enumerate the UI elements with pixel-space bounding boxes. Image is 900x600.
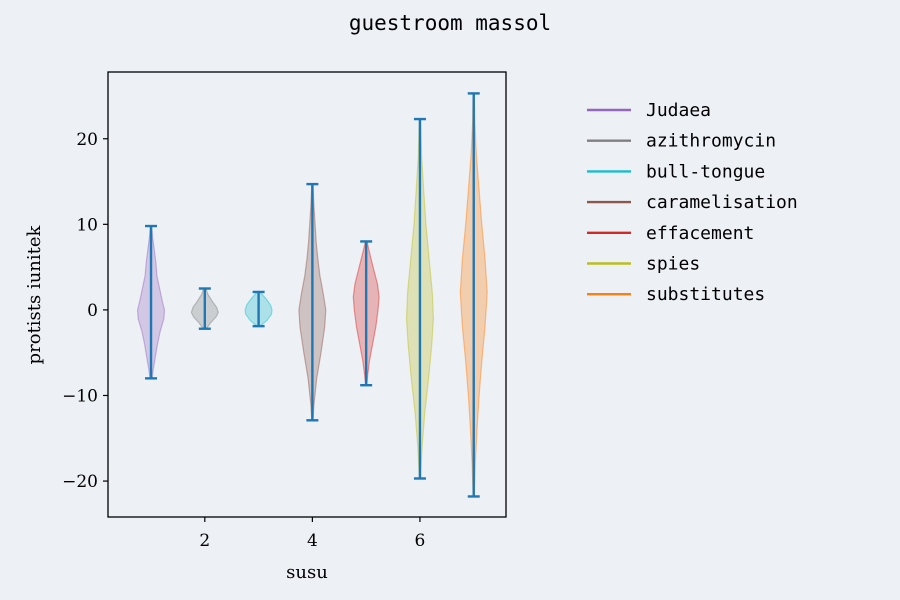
legend-label-bull-tongue: bull-tongue: [646, 161, 765, 182]
chart-title: guestroom massol: [349, 11, 551, 35]
x-tick-label-2: 2: [199, 531, 210, 551]
y-tick-label-20: 20: [76, 130, 98, 150]
legend-label-Judaea: Judaea: [646, 100, 711, 121]
legend-label-effacement: effacement: [646, 223, 754, 244]
legend: Judaea azithromycin bull-tongue caramelisat…: [587, 100, 798, 305]
y-tick-label--10: −10: [62, 386, 98, 406]
x-axis-label: susu: [286, 562, 328, 583]
legend-label-substitutes: substitutes: [646, 284, 765, 305]
y-axis-label: protists iunitek: [24, 224, 45, 364]
legend-label-spies: spies: [646, 254, 700, 275]
y-tick-label-0: 0: [87, 301, 98, 321]
y-tick-label--20: −20: [62, 472, 98, 492]
y-tick-label-10: 10: [76, 215, 98, 235]
plot-area: 2 4 6 −20 −10 0 10 20: [62, 71, 507, 551]
x-tick-label-4: 4: [307, 531, 318, 551]
x-tick-label-6: 6: [415, 531, 426, 551]
legend-label-caramelisation: caramelisation: [646, 192, 798, 213]
legend-label-azithromycin: azithromycin: [646, 131, 776, 152]
plot-frame: [107, 71, 507, 518]
